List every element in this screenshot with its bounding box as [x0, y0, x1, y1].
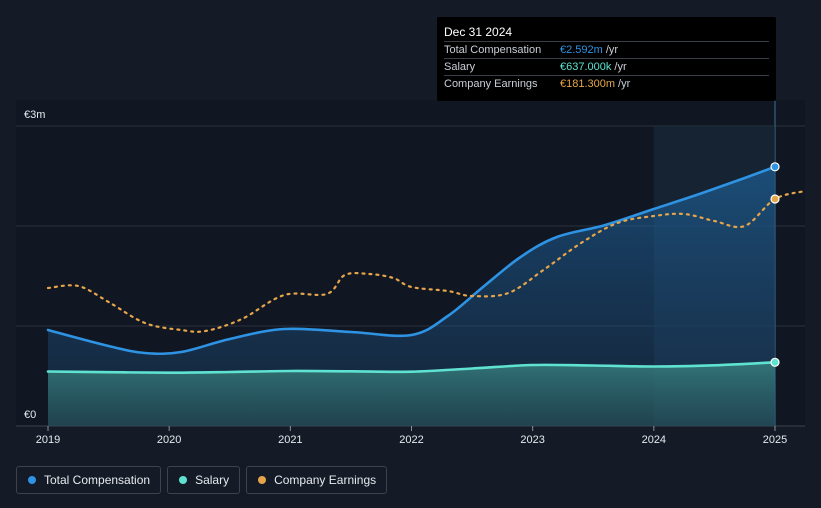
- x-axis: 2019 2020 2021 2022 2023 2024 2025: [36, 426, 787, 446]
- tooltip-value-text: €181.300m: [560, 78, 616, 90]
- company-earnings-line: [46, 189, 807, 333]
- x-tick-label: 2024: [642, 434, 666, 446]
- tooltip-row-salary: Salary €637.000k/yr: [444, 58, 769, 76]
- series-areas: [48, 166, 775, 427]
- tooltip-value: €637.000k/yr: [560, 61, 627, 73]
- x-tick-label: 2019: [36, 434, 60, 446]
- tooltip-unit: /yr: [605, 44, 619, 56]
- tooltip: Dec 31 2024 Total Compensation €2.592m/y…: [437, 17, 776, 101]
- salary-area: [48, 362, 775, 426]
- salary-line: [46, 361, 777, 375]
- legend-item-salary[interactable]: Salary: [167, 466, 241, 494]
- tooltip-unit: /yr: [618, 78, 631, 90]
- tooltip-label: Total Compensation: [444, 44, 542, 56]
- legend-label: Company Earnings: [274, 473, 377, 487]
- tooltip-value: €2.592m/yr: [560, 44, 618, 56]
- legend-item-company-earnings[interactable]: Company Earnings: [246, 466, 388, 494]
- total-compensation-line: [46, 165, 777, 356]
- legend: Total Compensation Salary Company Earnin…: [16, 466, 388, 494]
- tooltip-label: Company Earnings: [444, 78, 538, 90]
- legend-label: Salary: [195, 473, 230, 487]
- tooltip-row-total: Total Compensation €2.592m/yr: [444, 41, 769, 59]
- y-tick-label: €3m: [24, 109, 45, 121]
- legend-dot-icon: [258, 476, 267, 484]
- tooltip-value: €181.300m/yr: [560, 78, 630, 90]
- y-tick-label: €0: [24, 409, 36, 421]
- legend-label: Total Compensation: [44, 473, 151, 487]
- company-earnings-point: [770, 194, 780, 204]
- tooltip-unit: /yr: [614, 61, 627, 73]
- y-axis: €0 €3m: [24, 109, 45, 421]
- total-compensation-point: [770, 162, 780, 172]
- x-tick-label: 2022: [399, 434, 423, 446]
- series-markers: [770, 162, 780, 367]
- x-tick-label: 2023: [520, 434, 544, 446]
- x-tick-label: 2025: [763, 434, 787, 446]
- legend-dot-icon: [179, 476, 188, 484]
- series-lines: [46, 165, 807, 375]
- salary-point: [770, 357, 780, 367]
- x-tick-label: 2020: [157, 434, 181, 446]
- tooltip-label: Salary: [444, 61, 476, 73]
- tooltip-date: Dec 31 2024: [444, 25, 513, 39]
- x-tick-label: 2021: [278, 434, 302, 446]
- tooltip-row-earnings: Company Earnings €181.300m/yr: [444, 75, 769, 93]
- tooltip-value-text: €637.000k: [560, 61, 612, 73]
- total-compensation-area: [48, 166, 775, 427]
- tooltip-value-text: €2.592m: [560, 44, 603, 56]
- legend-dot-icon: [28, 476, 36, 484]
- legend-item-total-compensation[interactable]: Total Compensation: [16, 466, 162, 494]
